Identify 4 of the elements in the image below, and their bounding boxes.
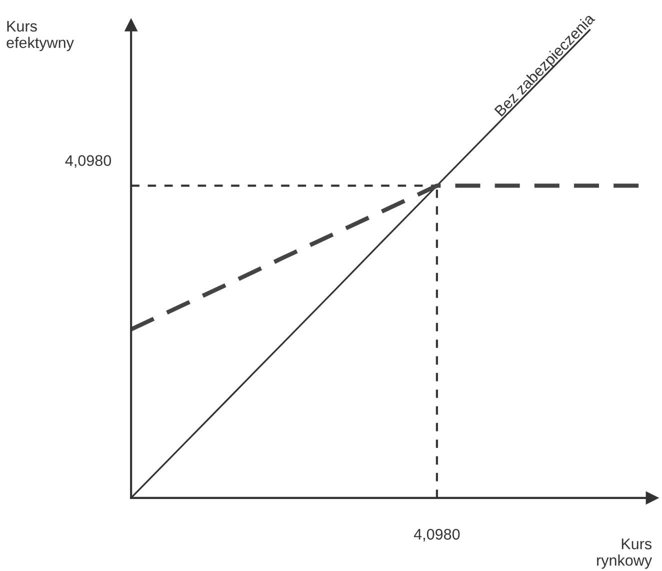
x-axis-title: Kurs rynkowy [597,538,652,569]
text: 4,0980 [414,528,460,542]
y-axis-title: Kurs efektywny [6,20,74,52]
ref-line-label: 4,0980 [65,155,112,168]
